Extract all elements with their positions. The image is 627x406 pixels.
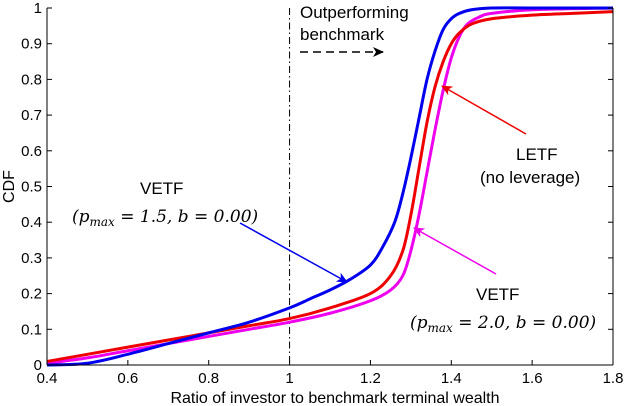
y-tick-label: 1: [34, 0, 42, 17]
vetf-1-arrow: [239, 222, 348, 283]
vetf-2-label: VETF: [476, 285, 519, 304]
series-vetf-pmax-1-5-line: [46, 6, 613, 367]
vetf-2-params: (pmax = 2.0, b = 0.00): [410, 313, 596, 335]
y-tick-label: 0.1: [21, 321, 42, 338]
x-tick-label: 1.4: [441, 370, 462, 387]
x-tick-label: 1: [285, 370, 293, 387]
y-tick-label: 0.6: [21, 143, 42, 160]
x-tick-label: 1.2: [360, 370, 381, 387]
letf-arrow: [441, 85, 527, 135]
y-tick-label: 0.3: [21, 250, 42, 267]
vetf-1-params: (pmax = 1.5, b = 0.00): [72, 207, 258, 229]
annotations: Outperforming benchmark VETF (pmax = 1.5…: [72, 3, 596, 335]
x-tick-label: 0.8: [198, 370, 219, 387]
y-axis-label: CDF: [1, 170, 18, 203]
y-tick-label: 0.4: [21, 214, 42, 231]
outperforming-label-line1: Outperforming: [300, 3, 409, 22]
vetf-1-label: VETF: [140, 179, 183, 198]
x-axis-label: Ratio of investor to benchmark terminal …: [170, 390, 499, 406]
y-tick-label: 0.9: [21, 36, 42, 53]
plot-area: [46, 6, 614, 367]
y-tick-label: 0.2: [21, 286, 42, 303]
y-tick-label: 0.7: [21, 107, 42, 124]
letf-sublabel: (no leverage): [480, 168, 580, 187]
x-tick-label: 0.4: [37, 370, 58, 387]
series-vetf-pmax-2-0-line: [46, 6, 614, 365]
x-tick-label: 1.6: [522, 370, 543, 387]
outperforming-label-line2: benchmark: [300, 25, 385, 44]
y-tick-label: 0: [34, 357, 42, 374]
x-tick-label: 1.8: [603, 370, 624, 387]
y-tick-label: 0.5: [21, 179, 42, 196]
vetf-2-arrow: [413, 227, 497, 275]
y-tick-label: 0.8: [21, 71, 42, 88]
letf-label: LETF: [516, 145, 558, 164]
x-tick-label: 0.6: [117, 370, 138, 387]
